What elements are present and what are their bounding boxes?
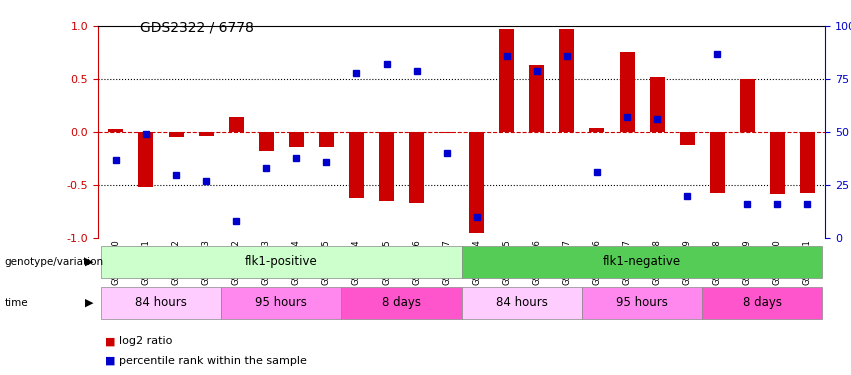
Bar [139, 132, 153, 187]
Text: log2 ratio: log2 ratio [119, 336, 173, 346]
Bar [529, 66, 545, 132]
Bar [198, 132, 214, 136]
Bar [439, 132, 454, 133]
Text: 84 hours: 84 hours [135, 296, 187, 309]
Bar [349, 132, 364, 198]
Bar [740, 79, 755, 132]
Bar [590, 128, 604, 132]
Text: ▶: ▶ [85, 298, 94, 308]
Bar [288, 132, 304, 147]
Text: 95 hours: 95 hours [255, 296, 307, 309]
Bar [101, 287, 221, 319]
Text: genotype/variation: genotype/variation [4, 256, 103, 267]
Bar [800, 132, 815, 193]
Bar [229, 117, 243, 132]
Bar [620, 52, 635, 132]
Bar [379, 132, 394, 201]
Text: 95 hours: 95 hours [616, 296, 668, 309]
Text: 8 days: 8 days [743, 296, 782, 309]
Text: ■: ■ [105, 336, 115, 346]
Bar [461, 246, 822, 278]
Text: ▶: ▶ [85, 256, 94, 267]
Text: ■: ■ [105, 356, 115, 366]
Text: 8 days: 8 days [382, 296, 421, 309]
Bar [710, 132, 725, 193]
Text: flk1-negative: flk1-negative [603, 255, 681, 268]
Bar [221, 287, 341, 319]
Bar [469, 132, 484, 233]
Text: flk1-positive: flk1-positive [245, 255, 317, 268]
Bar [680, 132, 694, 145]
Bar [702, 287, 822, 319]
Bar [319, 132, 334, 147]
Text: GDS2322 / 6778: GDS2322 / 6778 [140, 21, 254, 34]
Bar [649, 77, 665, 132]
Bar [341, 287, 461, 319]
Bar [101, 246, 461, 278]
Bar [500, 29, 514, 132]
Bar [259, 132, 274, 151]
Bar [461, 287, 582, 319]
Bar [559, 29, 574, 132]
Bar [770, 132, 785, 194]
Bar [108, 129, 123, 132]
Text: 84 hours: 84 hours [496, 296, 548, 309]
Text: percentile rank within the sample: percentile rank within the sample [119, 356, 307, 366]
Text: time: time [4, 298, 28, 308]
Bar [409, 132, 424, 203]
Bar [168, 132, 184, 138]
Bar [582, 287, 702, 319]
